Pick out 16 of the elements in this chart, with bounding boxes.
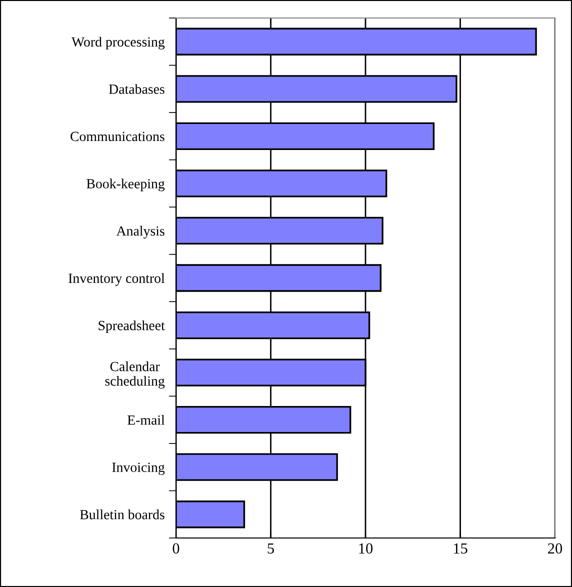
y-tick-label: E-mail [127, 415, 165, 425]
y-tick-label: Invoicing [112, 462, 165, 475]
x-tick-label: 10 [359, 543, 373, 554]
y-tick-label: Analysis [116, 226, 164, 239]
y-tick-label: Databases [108, 84, 164, 94]
x-tick-label: 5 [268, 543, 274, 554]
y-tick-label: Calendar scheduling [105, 361, 165, 389]
x-tick-label: 0 [172, 543, 180, 554]
y-tick-label: Book-keeping [86, 178, 165, 192]
y-tick-label: Communications [70, 132, 164, 142]
y-tick-label: Spreadsheet [98, 320, 165, 334]
x-tick-label: 20 [548, 543, 562, 554]
y-tick-label: Bulletin boards [80, 510, 164, 520]
y-tick-label: Word processing [72, 36, 165, 50]
y-tick-label: Inventory control [68, 273, 165, 286]
x-tick-label: 15 [454, 543, 468, 554]
